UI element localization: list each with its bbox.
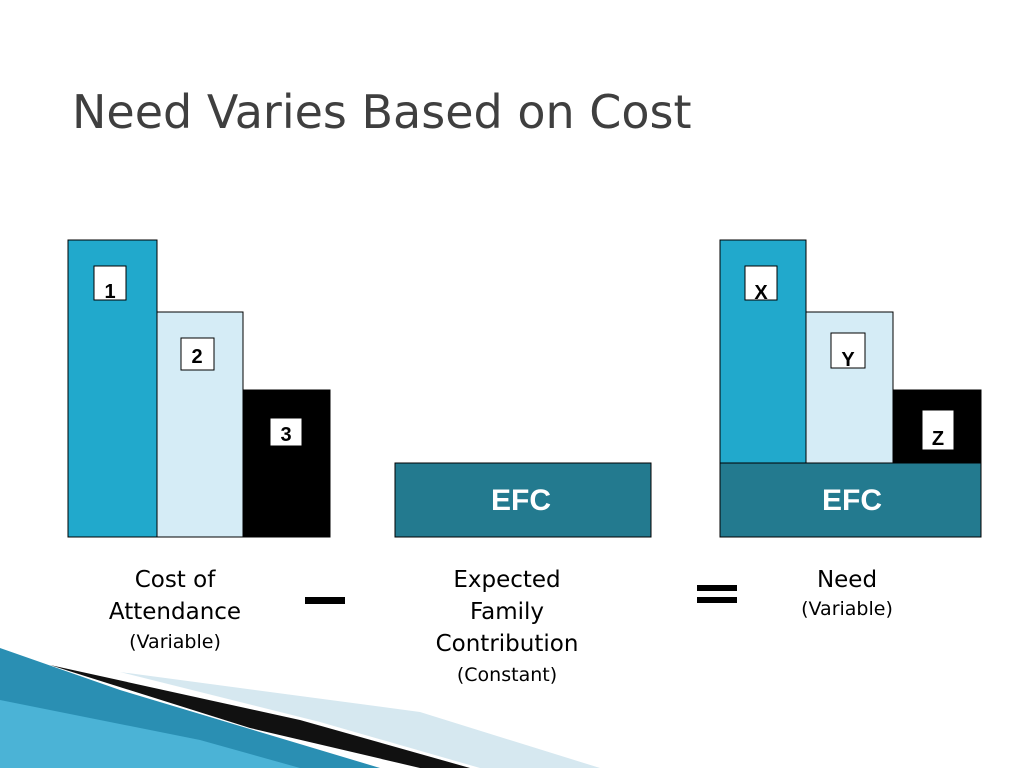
bar-label: X bbox=[754, 282, 768, 304]
efc-box bbox=[719, 462, 982, 538]
caption-note: (Variable) bbox=[129, 631, 221, 653]
label-box bbox=[93, 265, 127, 301]
label-box bbox=[180, 337, 215, 371]
bar-label: 1 bbox=[104, 281, 115, 303]
label-box bbox=[830, 332, 866, 369]
caption: Attendance bbox=[109, 599, 241, 625]
bar-label: 3 bbox=[280, 424, 291, 446]
caption-note: (Constant) bbox=[457, 664, 557, 686]
label-box bbox=[744, 265, 778, 301]
caption: Cost of bbox=[135, 567, 217, 593]
caption-note: (Variable) bbox=[801, 598, 893, 620]
efc-box bbox=[394, 462, 652, 538]
bar-label: Z bbox=[932, 428, 944, 450]
efc-label: EFC bbox=[822, 484, 882, 517]
bar bbox=[242, 389, 331, 538]
label-box bbox=[921, 409, 955, 451]
slide-title: Need Varies Based on Cost bbox=[72, 85, 692, 139]
bar-label: 2 bbox=[191, 346, 202, 368]
decoration bbox=[120, 672, 600, 768]
caption: Need bbox=[817, 567, 877, 593]
equals-sign bbox=[697, 585, 737, 591]
caption: Family bbox=[470, 599, 544, 625]
efc-label: EFC bbox=[491, 484, 551, 517]
minus-sign bbox=[305, 597, 345, 604]
equals-sign bbox=[697, 597, 737, 603]
bar-label: Y bbox=[841, 349, 855, 371]
decoration bbox=[50, 665, 470, 768]
label-box bbox=[269, 417, 303, 447]
caption: Expected bbox=[453, 567, 560, 593]
caption: Contribution bbox=[436, 631, 579, 657]
decoration bbox=[0, 700, 300, 768]
